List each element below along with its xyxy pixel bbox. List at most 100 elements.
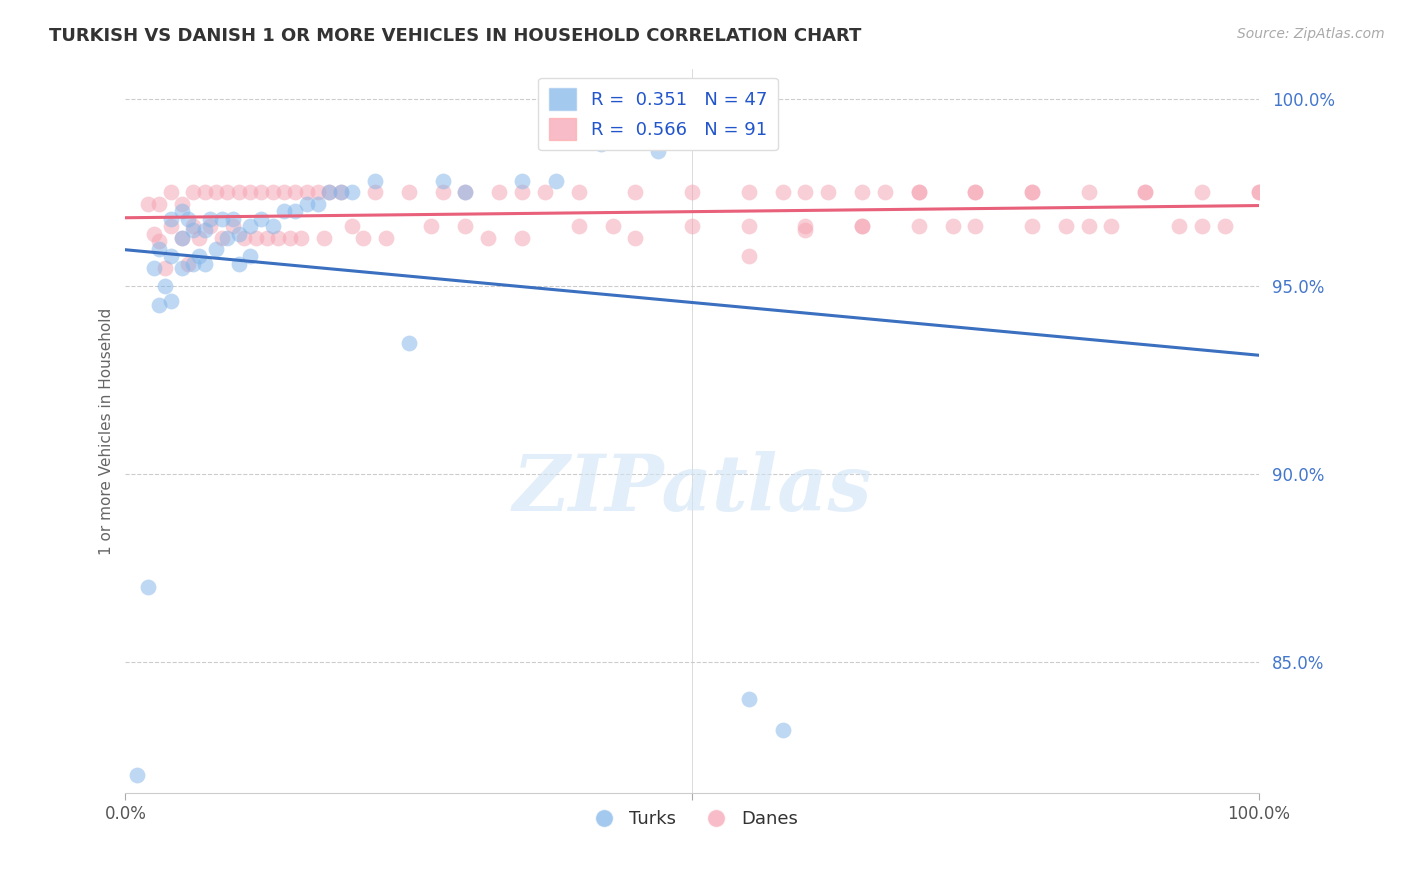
Point [794,219,817,234]
Point [703,129,725,144]
Point [307,196,329,211]
Point [907,186,929,200]
Point [737,186,759,200]
Point [211,230,233,244]
Point [398,335,420,350]
Point [591,136,613,151]
Point [340,219,363,234]
Point [273,204,295,219]
Point [172,196,194,211]
Point [183,186,205,200]
Point [681,186,703,200]
Point [454,186,477,200]
Point [624,186,647,200]
Point [318,186,340,200]
Point [737,692,759,706]
Point [183,219,205,234]
Point [454,186,477,200]
Point [172,260,194,275]
Point [295,186,318,200]
Point [159,186,181,200]
Point [228,186,250,200]
Point [1135,186,1157,200]
Point [200,211,222,226]
Point [965,186,987,200]
Point [873,186,896,200]
Point [228,227,250,241]
Point [488,186,510,200]
Point [1191,186,1213,200]
Point [1077,186,1099,200]
Point [250,211,273,226]
Point [1213,219,1236,234]
Point [312,230,335,244]
Point [907,219,929,234]
Point [250,186,273,200]
Point [136,580,159,594]
Point [772,186,794,200]
Point [851,219,873,234]
Point [737,249,759,263]
Point [1021,219,1043,234]
Point [1247,186,1270,200]
Point [153,279,176,293]
Point [568,186,591,200]
Point [125,767,148,781]
Point [239,186,262,200]
Point [1247,186,1270,200]
Point [681,219,703,234]
Y-axis label: 1 or more Vehicles in Household: 1 or more Vehicles in Household [100,308,114,555]
Point [194,186,217,200]
Point [172,204,194,219]
Point [177,257,200,271]
Point [284,186,307,200]
Point [737,219,759,234]
Point [477,230,499,244]
Point [136,196,159,211]
Point [159,211,181,226]
Point [295,196,318,211]
Point [794,186,817,200]
Point [1021,186,1043,200]
Point [420,219,443,234]
Point [907,186,929,200]
Point [222,219,245,234]
Point [233,230,256,244]
Point [942,219,965,234]
Point [364,174,387,188]
Point [568,219,591,234]
Point [217,186,239,200]
Point [183,223,205,237]
Point [1191,219,1213,234]
Point [148,234,170,248]
Point [148,196,170,211]
Point [159,294,181,309]
Point [200,219,222,234]
Point [188,230,211,244]
Point [817,186,839,200]
Point [194,223,217,237]
Point [851,219,873,234]
Point [267,230,290,244]
Point [262,186,284,200]
Point [1135,186,1157,200]
Point [205,186,228,200]
Point [211,211,233,226]
Point [153,260,176,275]
Point [239,249,262,263]
Point [794,223,817,237]
Text: TURKISH VS DANISH 1 OR MORE VEHICLES IN HOUSEHOLD CORRELATION CHART: TURKISH VS DANISH 1 OR MORE VEHICLES IN … [49,27,862,45]
Point [284,204,307,219]
Point [148,242,170,256]
Point [965,219,987,234]
Point [278,230,301,244]
Point [262,219,284,234]
Point [159,219,181,234]
Point [624,230,647,244]
Point [1054,219,1077,234]
Point [965,186,987,200]
Point [222,211,245,226]
Point [239,219,262,234]
Point [454,219,477,234]
Point [205,242,228,256]
